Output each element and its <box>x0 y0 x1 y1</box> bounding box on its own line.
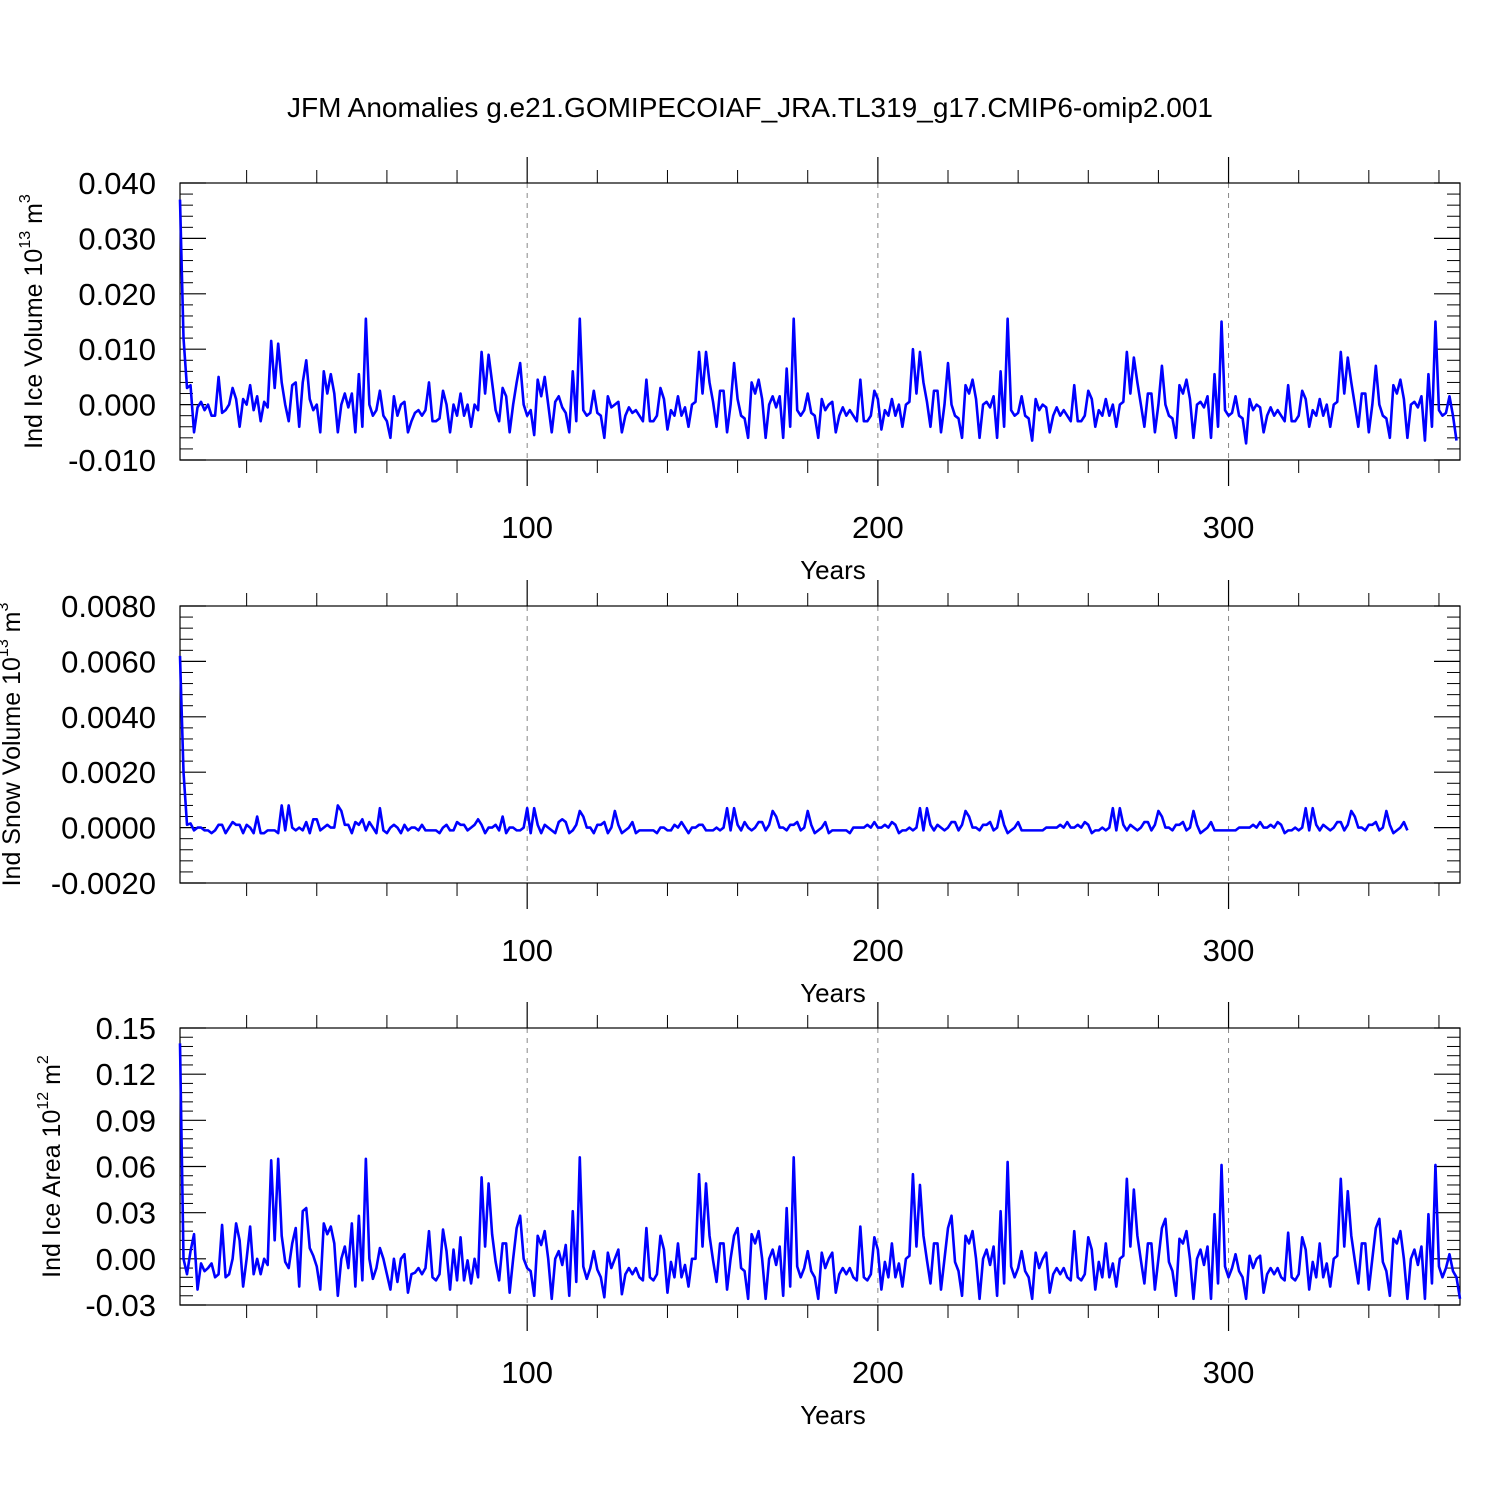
x-axis-label: Years <box>800 978 866 1008</box>
y-axis-label: Ind Ice Volume 1013 m3 <box>17 194 48 449</box>
y-tick-label: 0.06 <box>96 1150 156 1185</box>
y-axis-label-exponent: 12 <box>35 1092 52 1110</box>
panel-2: 100 200 300 Years -0.0020 0.0000 0.0020 0.0040 0… <box>0 580 1461 1008</box>
y-tick-label: 0.09 <box>96 1103 156 1138</box>
x-tick-label: 100 <box>501 510 553 545</box>
y-axis-label-unit: m <box>0 612 26 640</box>
y-tick-label: 0.000 <box>78 388 156 423</box>
y-axis-label-unit: m <box>38 1064 66 1092</box>
y-tick-label: 0.0080 <box>61 589 156 624</box>
y-tick-label: -0.03 <box>85 1288 156 1323</box>
y-axis-label-unit-exponent: 3 <box>17 194 34 203</box>
series-line <box>178 655 1409 835</box>
series-line <box>178 1043 1462 1301</box>
x-tick-label: 300 <box>1203 510 1255 545</box>
y-tick-label: 0.03 <box>96 1196 156 1231</box>
y-tick-label: 0.15 <box>96 1011 156 1046</box>
y-axis-label-main: Ind Snow Volume 10 <box>0 657 26 886</box>
panel-1: 100 200 300 Years -0.010 0.000 0.010 0.020 0.030… <box>17 157 1461 585</box>
y-tick-label: 0.0060 <box>61 644 156 679</box>
x-tick-label: 100 <box>501 1355 553 1390</box>
x-tick-label: 200 <box>852 933 904 968</box>
y-tick-label: 0.020 <box>78 277 156 312</box>
x-tick-label: 200 <box>852 510 904 545</box>
x-axis-label: Years <box>800 555 866 585</box>
x-tick-label: 300 <box>1203 1355 1255 1390</box>
y-tick-label: 0.12 <box>96 1057 156 1092</box>
chart-title: JFM Anomalies g.e21.GOMIPECOIAF_JRA.TL31… <box>287 92 1213 123</box>
y-tick-label: 0.010 <box>78 332 156 367</box>
y-tick-label: 0.0020 <box>61 755 156 790</box>
y-axis-label-exponent: 13 <box>17 231 34 249</box>
y-axis-label-main: Ind Ice Area 10 <box>38 1110 66 1278</box>
y-axis-label: Ind Snow Volume 1013 m3 <box>0 603 26 887</box>
x-tick-label: 100 <box>501 933 553 968</box>
y-tick-label: -0.0020 <box>51 866 156 901</box>
x-axis-label: Years <box>800 1400 866 1430</box>
panel-3: 100 200 300 Years -0.03 0.00 0.03 0.06 0.09 0.12 0… <box>35 1002 1462 1430</box>
y-tick-label: 0.030 <box>78 221 156 256</box>
y-tick-label: 0.00 <box>96 1242 156 1277</box>
y-axis-label-main: Ind Ice Volume 10 <box>20 249 48 449</box>
y-tick-label: 0.040 <box>78 166 156 201</box>
y-axis-label: Ind Ice Area 1012 m2 <box>35 1055 66 1278</box>
y-tick-label: 0.0000 <box>61 811 156 846</box>
plot-frame <box>179 182 1461 461</box>
plot-frame <box>179 605 1461 884</box>
y-axis-label-exponent: 13 <box>0 639 12 657</box>
y-axis-label-unit: m <box>20 203 48 231</box>
x-tick-label: 200 <box>852 1355 904 1390</box>
y-axis-label-unit-exponent: 3 <box>0 603 12 612</box>
x-tick-label: 300 <box>1203 933 1255 968</box>
y-tick-label: 0.0040 <box>61 700 156 735</box>
y-tick-label: -0.010 <box>68 443 156 478</box>
y-axis-label-unit-exponent: 2 <box>35 1055 52 1064</box>
series-line <box>178 199 1458 445</box>
